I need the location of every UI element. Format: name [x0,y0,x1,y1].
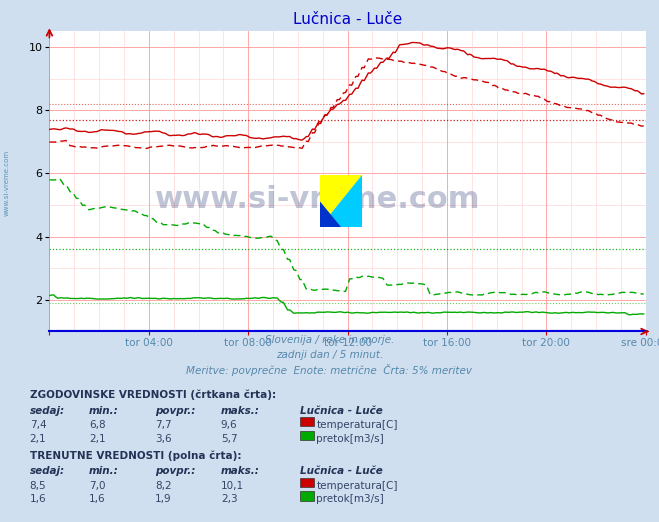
Text: 9,6: 9,6 [221,420,237,430]
Text: zadnji dan / 5 minut.: zadnji dan / 5 minut. [276,350,383,360]
Text: povpr.:: povpr.: [155,466,195,476]
Text: 1,9: 1,9 [155,494,171,504]
Text: min.:: min.: [89,466,119,476]
Text: min.:: min.: [89,406,119,416]
Text: pretok[m3/s]: pretok[m3/s] [316,434,384,444]
Text: 7,7: 7,7 [155,420,171,430]
Text: 2,3: 2,3 [221,494,237,504]
Text: 2,1: 2,1 [89,434,105,444]
Text: 8,5: 8,5 [30,481,46,491]
Text: 10,1: 10,1 [221,481,244,491]
Text: www.si-vreme.com: www.si-vreme.com [155,185,480,214]
Text: Meritve: povprečne  Enote: metrične  Črta: 5% meritev: Meritve: povprečne Enote: metrične Črta:… [186,364,473,376]
Text: 3,6: 3,6 [155,434,171,444]
Text: temperatura[C]: temperatura[C] [316,420,398,430]
Text: 1,6: 1,6 [30,494,46,504]
Text: TRENUTNE VREDNOSTI (polna črta):: TRENUTNE VREDNOSTI (polna črta): [30,450,241,461]
Polygon shape [320,175,362,227]
Text: 2,1: 2,1 [30,434,46,444]
Text: 6,8: 6,8 [89,420,105,430]
Text: 8,2: 8,2 [155,481,171,491]
Text: ZGODOVINSKE VREDNOSTI (črtkana črta):: ZGODOVINSKE VREDNOSTI (črtkana črta): [30,390,275,400]
Text: www.si-vreme.com: www.si-vreme.com [3,150,10,216]
Text: pretok[m3/s]: pretok[m3/s] [316,494,384,504]
Title: Lučnica - Luče: Lučnica - Luče [293,13,402,27]
Text: maks.:: maks.: [221,466,260,476]
Text: 5,7: 5,7 [221,434,237,444]
Text: sedaj:: sedaj: [30,466,65,476]
Text: maks.:: maks.: [221,406,260,416]
Text: 1,6: 1,6 [89,494,105,504]
Text: Lučnica - Luče: Lučnica - Luče [300,466,383,476]
Text: 7,0: 7,0 [89,481,105,491]
Text: povpr.:: povpr.: [155,406,195,416]
Text: Lučnica - Luče: Lučnica - Luče [300,406,383,416]
Text: temperatura[C]: temperatura[C] [316,481,398,491]
Text: 7,4: 7,4 [30,420,46,430]
Text: Slovenija / reke in morje.: Slovenija / reke in morje. [265,335,394,345]
Polygon shape [320,175,362,227]
Polygon shape [320,201,341,227]
Text: sedaj:: sedaj: [30,406,65,416]
